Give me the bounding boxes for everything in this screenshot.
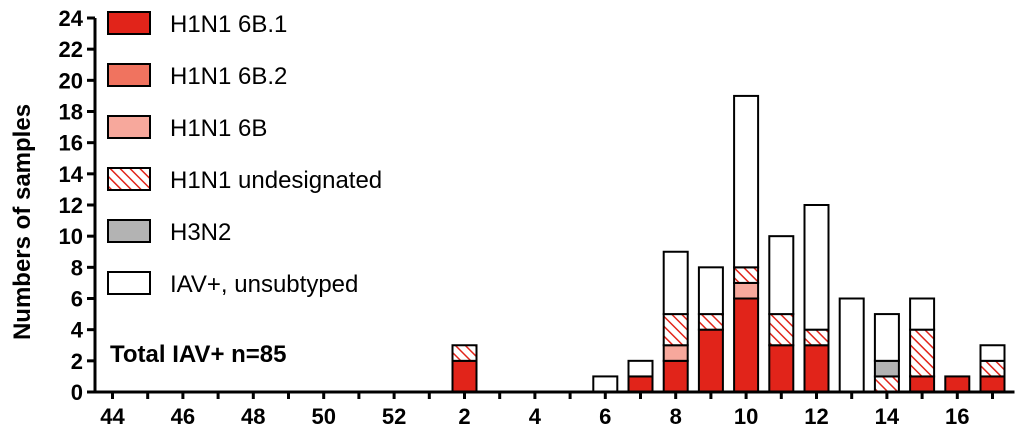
bar-segment-15-series-0 (909, 375, 936, 393)
x-tick-label-4: 52 (382, 404, 406, 429)
x-tick-label-12: 16 (945, 404, 969, 429)
x-tick-label-8: 8 (670, 404, 682, 429)
bar-segment-10-series-2 (733, 281, 760, 300)
x-tick-label-0: 44 (100, 404, 125, 429)
bar-segment-7-series-5 (627, 359, 654, 378)
y-tick-label-24: 24 (59, 6, 84, 31)
y-axis-title: Numbers of samples (9, 104, 36, 340)
bar-segment-9-series-3 (697, 313, 724, 331)
bar-segment-17-series-5 (979, 344, 1006, 362)
y-tick-label-4: 4 (71, 318, 84, 343)
x-tick-label-11: 14 (875, 404, 900, 429)
y-tick-label-2: 2 (71, 349, 83, 374)
bar-segment-11-series-3 (768, 313, 795, 347)
bar-segment-10-series-3 (733, 266, 760, 284)
y-tick-label-12: 12 (59, 193, 83, 218)
bar-segment-6-series-5 (592, 375, 619, 393)
bar-segment-14-series-3 (873, 375, 900, 393)
legend-label-5: IAV+, unsubtyped (170, 271, 358, 298)
y-tick-label-10: 10 (59, 224, 83, 249)
legend-swatch-0 (107, 11, 151, 35)
bar-segment-15-series-5 (909, 297, 936, 331)
legend-swatch-1 (107, 63, 151, 87)
y-tick-label-14: 14 (59, 162, 84, 187)
x-tick-label-3: 50 (311, 404, 335, 429)
x-tick-label-9: 10 (734, 404, 758, 429)
bar-segment-2-series-3 (451, 344, 478, 362)
legend-swatch-4 (107, 219, 151, 243)
bar-segment-9-series-0 (697, 328, 724, 393)
legend-swatch-3 (107, 167, 151, 191)
x-tick-label-6: 4 (529, 404, 542, 429)
bar-segment-7-series-0 (627, 375, 654, 393)
legend-swatch-5 (107, 271, 151, 295)
bars (451, 94, 1006, 394)
bar-segment-12-series-0 (803, 344, 830, 393)
bar-segment-11-series-0 (768, 344, 795, 393)
bar-segment-8-series-0 (662, 359, 689, 394)
bar-segment-14-series-4 (873, 359, 900, 378)
bar-segment-14-series-5 (873, 313, 900, 362)
legend-label-1: H1N1 6B.2 (170, 63, 287, 90)
y-tick-label-20: 20 (59, 68, 83, 93)
y-tick-label-18: 18 (59, 100, 83, 125)
legend-swatch-2 (107, 115, 151, 139)
bar-segment-12-series-3 (803, 328, 830, 347)
bar-segment-11-series-5 (768, 235, 795, 316)
bar-segment-8-series-2 (662, 344, 689, 362)
bar-segment-15-series-3 (909, 328, 936, 378)
legend-label-3: H1N1 undesignated (170, 167, 382, 194)
x-tick-label-2: 48 (241, 404, 265, 429)
bar-segment-9-series-5 (697, 266, 724, 316)
legend-label-2: H1N1 6B (170, 115, 267, 142)
y-tick-label-16: 16 (59, 131, 83, 156)
legend: H1N1 6B.1 H1N1 6B.2 H1N1 6B H1N1 undesignat… (107, 11, 382, 298)
bar-segment-10-series-0 (733, 297, 760, 393)
bar-segment-17-series-3 (979, 359, 1006, 378)
bar-segment-17-series-0 (979, 375, 1006, 393)
y-tick-label-6: 6 (71, 287, 83, 312)
x-tick-label-7: 6 (599, 404, 611, 429)
y-tick-label-22: 22 (59, 37, 83, 62)
bar-segment-2-series-0 (451, 359, 478, 394)
x-tick-label-10: 12 (804, 404, 828, 429)
bar-segment-8-series-3 (662, 313, 689, 347)
bar-segment-8-series-5 (662, 250, 689, 316)
y-tick-label-0: 0 (71, 380, 83, 405)
bar-segment-10-series-5 (733, 94, 760, 269)
legend-label-0: H1N1 6B.1 (170, 11, 287, 38)
y-tick-label-8: 8 (71, 255, 83, 280)
x-tick-label-1: 46 (171, 404, 195, 429)
bar-segment-12-series-5 (803, 204, 830, 331)
bar-segment-16-series-0 (944, 375, 971, 393)
legend-label-4: H3N2 (170, 219, 231, 246)
x-tick-label-5: 2 (458, 404, 470, 429)
total-annotation: Total IAV+ n=85 (110, 341, 287, 368)
bar-segment-13-series-5 (838, 297, 865, 393)
